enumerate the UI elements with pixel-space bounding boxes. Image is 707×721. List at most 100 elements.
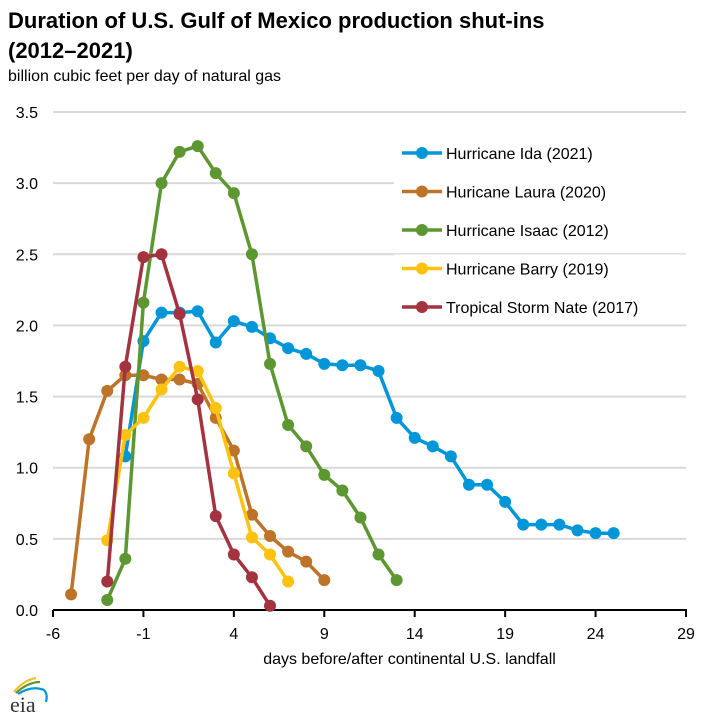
data-point <box>589 527 602 540</box>
legend-item: Hurricane Isaac (2012) <box>394 216 686 244</box>
x-axis: -6 -1 4 9 14 19 24 29 <box>46 609 695 643</box>
data-point <box>137 411 150 424</box>
data-point <box>173 360 186 373</box>
data-point <box>227 467 240 480</box>
data-point <box>155 306 168 319</box>
legend-swatch-marker <box>416 262 428 275</box>
data-point <box>300 555 313 568</box>
data-point <box>444 450 457 463</box>
data-point <box>227 548 240 561</box>
y-axis: 0.0 0.5 1.0 1.5 2.0 2.5 3.0 3.5 <box>16 105 38 620</box>
legend-label: Hurricane Isaac (2012) <box>446 223 609 240</box>
data-point <box>607 527 620 540</box>
y-tick-label: 1.5 <box>16 390 38 407</box>
data-point <box>137 369 150 382</box>
data-point <box>155 177 168 190</box>
y-tick-label: 1.0 <box>16 461 38 478</box>
data-point <box>426 440 439 453</box>
legend-item: Huricane Laura (2020) <box>394 177 686 206</box>
data-point <box>264 357 277 370</box>
data-point <box>101 384 114 397</box>
data-point <box>191 393 204 406</box>
x-tick-label: 29 <box>677 626 695 643</box>
legend-swatch-marker <box>416 224 428 236</box>
series-group <box>65 140 620 612</box>
data-point <box>318 468 331 481</box>
data-point <box>245 571 258 584</box>
y-tick-label: 0.0 <box>16 603 38 620</box>
chart-title: Duration of U.S. Gulf of Mexico producti… <box>8 6 698 66</box>
eia-logo-icon: eia <box>6 672 56 717</box>
data-point <box>300 347 313 360</box>
data-point <box>173 145 186 158</box>
x-tick-label: 19 <box>496 626 514 643</box>
chart-subtitle: billion cubic feet per day of natural ga… <box>8 68 282 85</box>
x-axis-label: days before/after continental U.S. landf… <box>263 651 556 668</box>
x-tick-label: 24 <box>587 626 605 643</box>
data-point <box>354 511 367 524</box>
data-point <box>101 594 114 607</box>
x-tick-label: 4 <box>229 626 238 643</box>
data-point <box>209 336 222 349</box>
data-point <box>390 574 403 587</box>
data-point <box>336 359 349 372</box>
data-point <box>155 383 168 396</box>
series-2 <box>101 140 403 607</box>
data-point <box>372 364 385 377</box>
legend-label: Hurricane Ida (2021) <box>446 146 593 163</box>
data-point <box>245 320 258 333</box>
legend-item-bg <box>394 293 686 321</box>
gridlines <box>53 111 686 540</box>
data-point <box>83 433 96 446</box>
data-point <box>227 187 240 200</box>
data-point <box>318 574 331 587</box>
series-4 <box>101 248 277 612</box>
legend-item-bg <box>394 177 686 206</box>
data-point <box>137 296 150 309</box>
data-point <box>191 140 204 153</box>
data-point <box>553 518 566 531</box>
series-0 <box>119 305 620 540</box>
legend: Hurricane Ida (2021) Huricane Laura (2020… <box>394 139 686 321</box>
legend-swatch-marker <box>416 147 428 159</box>
data-point <box>282 545 295 558</box>
data-point <box>227 315 240 328</box>
chart-title-line-2: (2012–2021) <box>8 38 133 63</box>
data-point <box>264 599 277 612</box>
data-point <box>119 552 132 565</box>
legend-label: Huricane Laura (2020) <box>446 185 606 202</box>
data-point <box>318 357 331 370</box>
data-point <box>65 588 78 601</box>
legend-item: Hurricane Ida (2021) <box>394 139 686 167</box>
data-point <box>282 575 295 588</box>
y-tick-label: 2.5 <box>16 247 38 264</box>
data-point <box>517 518 530 531</box>
y-tick-label: 2.0 <box>16 318 38 335</box>
data-point <box>173 373 186 386</box>
x-tick-label: 14 <box>406 626 424 643</box>
x-tick-label: -6 <box>46 626 60 643</box>
data-point <box>282 419 295 432</box>
data-point <box>264 530 277 543</box>
data-point <box>173 308 186 321</box>
y-tick-label: 3.0 <box>16 176 38 193</box>
data-point <box>336 484 349 497</box>
series-line <box>105 252 272 607</box>
data-point <box>245 248 258 261</box>
data-point <box>227 444 240 457</box>
legend-label: Tropical Storm Nate (2017) <box>446 300 638 317</box>
y-tick-label: 0.5 <box>16 532 38 549</box>
data-point <box>101 575 114 588</box>
data-point <box>300 440 313 453</box>
chart-title-line-1: Duration of U.S. Gulf of Mexico producti… <box>8 8 545 33</box>
data-point <box>209 167 222 180</box>
series-1 <box>65 369 331 601</box>
x-tick-label: -1 <box>136 626 150 643</box>
legend-item-bg <box>394 216 686 244</box>
legend-label: Hurricane Barry (2019) <box>446 262 609 279</box>
legend-item: Tropical Storm Nate (2017) <box>394 293 686 321</box>
legend-item: Hurricane Barry (2019) <box>394 254 686 283</box>
legend-swatch-marker <box>416 185 428 198</box>
data-point <box>155 373 168 386</box>
